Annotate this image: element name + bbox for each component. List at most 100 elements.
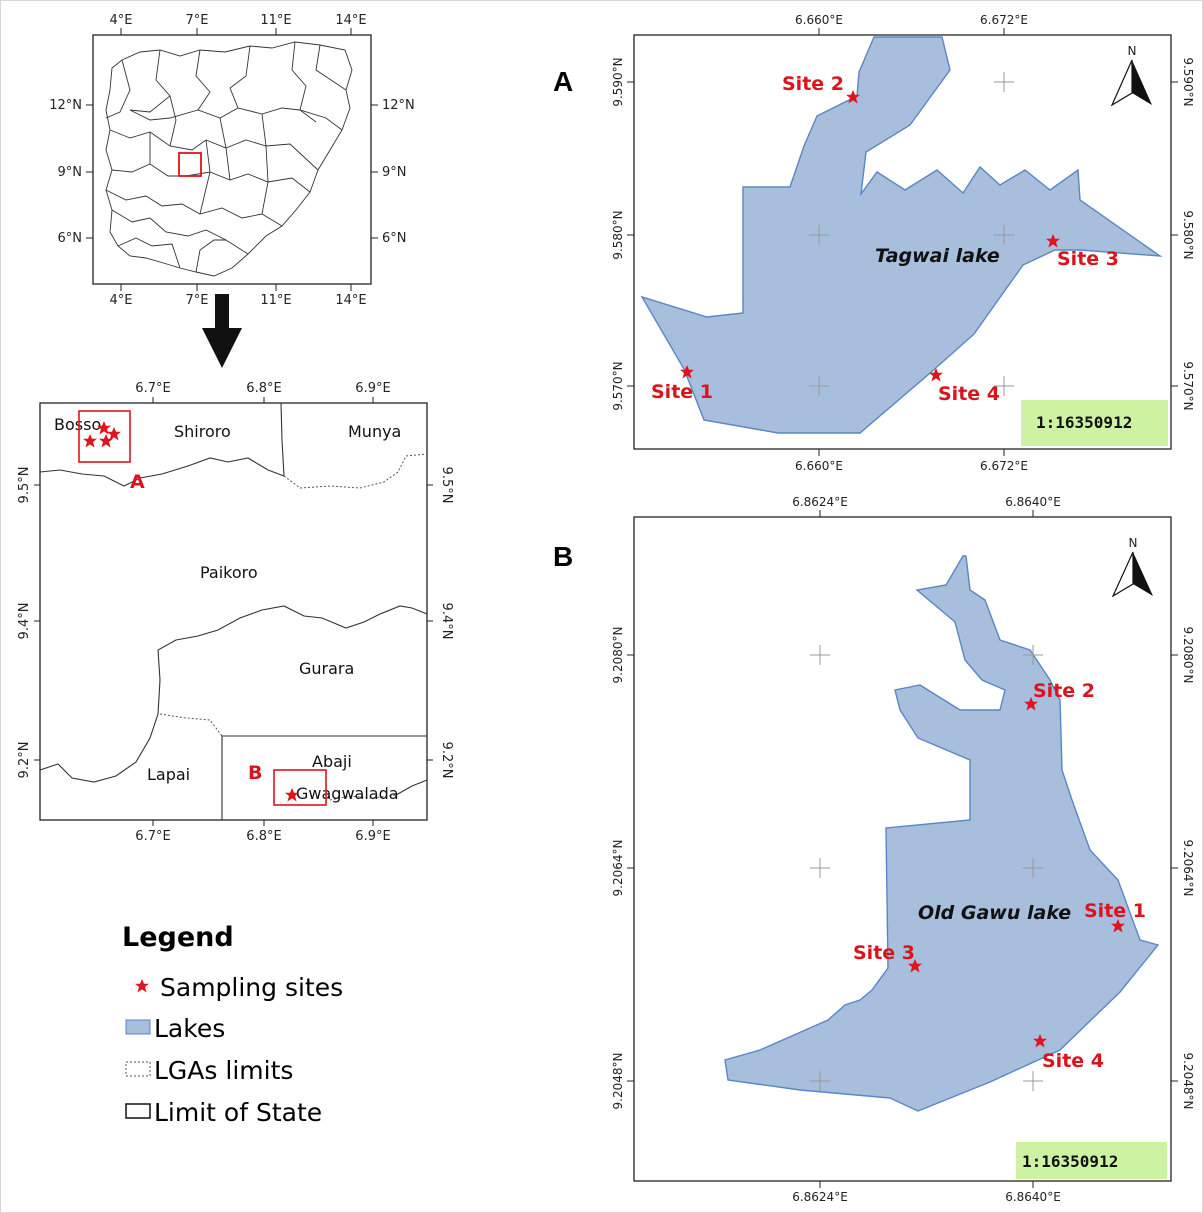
overview-bottom-lon-ticks: 4°E 7°E 11°E 14°E [110, 293, 367, 308]
down-arrow-icon [202, 294, 242, 368]
lon-tick: 14°E [335, 293, 366, 308]
lat-tick: 9.4°N [17, 603, 32, 640]
lon-tick: 6.660°E [795, 13, 843, 27]
lat-tick: 12°N [382, 98, 415, 113]
legend: Legend Sampling sites Lakes LGAs limits … [122, 922, 343, 1127]
lat-tick: 9.2°N [17, 742, 32, 779]
lon-tick: 6.8640°E [1005, 1190, 1061, 1204]
lga-label: Abaji [312, 752, 352, 771]
lga-limits [159, 453, 428, 801]
lga-label: Shiroro [174, 422, 231, 441]
legend-item: Lakes [154, 1014, 225, 1043]
lga-label: Munya [348, 422, 401, 441]
lon-tick: 7°E [186, 13, 209, 28]
lat-tick: 9°N [382, 165, 407, 180]
old-gawu-lake-polygon [724, 555, 1160, 1112]
legend-item: LGAs limits [154, 1056, 293, 1085]
lat-tick: 9.2064°N [1181, 840, 1195, 897]
grid-crosses [809, 72, 1014, 396]
lake-swatch [125, 1019, 151, 1035]
panel-b: B 6.8624°E 6.8640°E 6.8624°E 6.8640°E 9.… [553, 495, 1195, 1204]
scale-box [1016, 1142, 1167, 1179]
site-label: Site 1 [651, 381, 713, 403]
north-arrow-icon: N [1111, 536, 1153, 598]
lon-tick: 6.8°E [246, 829, 281, 844]
legend-title: Legend [122, 922, 234, 953]
lat-tick: 6°N [58, 231, 83, 246]
overview-map: 4°E 7°E 11°E 14°E 4°E 7°E 11°E 14°E 12°N… [49, 13, 415, 308]
overview-frame [92, 34, 372, 285]
lon-tick: 4°E [110, 13, 133, 28]
lon-tick: 6.7°E [135, 381, 170, 396]
north-arrow-icon: N [1110, 44, 1152, 107]
lon-tick: 11°E [260, 293, 291, 308]
site-label: Site 3 [1057, 248, 1119, 270]
lon-tick: 6.672°E [980, 13, 1028, 27]
tagwai-lake-polygon [640, 36, 1163, 434]
site-label: Site 4 [1042, 1050, 1104, 1072]
site-label: Site 3 [853, 942, 915, 964]
lat-tick: 9.2048°N [1181, 1053, 1195, 1110]
panel-label: A [553, 66, 573, 97]
lat-tick: 9.590°N [611, 57, 625, 106]
lon-tick: 11°E [260, 13, 291, 28]
lon-tick: 6.9°E [355, 381, 390, 396]
lon-tick: 7°E [186, 293, 209, 308]
lat-tick: 9.570°N [611, 361, 625, 410]
lat-tick: 9.580°N [1181, 210, 1195, 259]
lat-tick: 9.570°N [1181, 361, 1195, 410]
legend-item: Limit of State [154, 1098, 322, 1127]
site-label: Site 2 [782, 73, 844, 95]
panel-a: A 6.660°E 6.672°E 6.660°E 6.672°E 9.590°… [553, 13, 1195, 473]
lake-name: Old Gawu lake [918, 902, 1071, 924]
lon-tick: 6.8624°E [792, 1190, 848, 1204]
site-a-box [78, 410, 131, 463]
grid-crosses [810, 645, 1043, 1091]
lat-tick: 9.2°N [439, 742, 454, 779]
lon-tick: 6.660°E [795, 459, 843, 473]
lat-tick: 6°N [382, 231, 407, 246]
lga-label: Lapai [147, 765, 190, 784]
lon-tick: 6.9°E [355, 829, 390, 844]
lon-tick: 4°E [110, 293, 133, 308]
overview-top-lon-ticks: 4°E 7°E 11°E 14°E [110, 13, 367, 28]
sampling-site-marker [135, 979, 149, 993]
panel-label: B [553, 541, 573, 572]
nigeria-states [105, 41, 353, 277]
site-label: Site 1 [1084, 900, 1146, 922]
state-swatch [125, 1103, 151, 1119]
lake-name: Tagwai lake [875, 245, 1000, 267]
lat-tick: 9.590°N [1181, 57, 1195, 106]
lon-tick: 6.7°E [135, 829, 170, 844]
lga-label: Gwagwalada [296, 784, 399, 803]
lga-label: Bosso [54, 415, 101, 434]
lon-tick: 6.8640°E [1005, 495, 1061, 509]
lat-tick: 9.5°N [17, 467, 32, 504]
study-area-frame [39, 402, 428, 821]
site-b-box [273, 769, 327, 806]
lga-labels: Bosso Shiroro Munya Paikoro Gurara Lapai… [54, 415, 401, 803]
scale-ratio: 1:16350912 [1036, 413, 1132, 432]
lat-tick: 9.2064°N [611, 840, 625, 897]
box-label-a: A [130, 471, 145, 493]
lat-tick: 9.2048°N [611, 1053, 625, 1110]
lon-tick: 14°E [335, 13, 366, 28]
lga-label: Paikoro [200, 563, 258, 582]
north-label: N [1129, 536, 1138, 550]
lat-tick: 9.2080°N [611, 627, 625, 684]
lon-tick: 6.672°E [980, 459, 1028, 473]
study-area-box [178, 152, 202, 177]
lat-tick: 9.5°N [439, 467, 454, 504]
box-label-b: B [248, 762, 262, 784]
state-limits [39, 402, 428, 820]
lga-swatch [125, 1061, 151, 1077]
lon-tick: 6.8°E [246, 381, 281, 396]
scale-box [1021, 400, 1168, 446]
lat-tick: 9.580°N [611, 210, 625, 259]
lat-tick: 9°N [58, 165, 83, 180]
lat-tick: 9.4°N [439, 603, 454, 640]
lat-tick: 12°N [49, 98, 82, 113]
site-label: Site 2 [1033, 680, 1095, 702]
lga-label: Gurara [299, 659, 354, 678]
